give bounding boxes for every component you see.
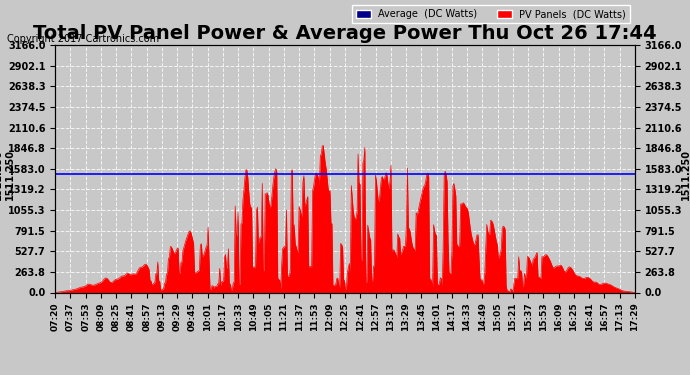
- Text: 1511.250: 1511.250: [5, 149, 14, 200]
- Text: 1511.250: 1511.250: [0, 149, 3, 200]
- Text: 1511.250: 1511.250: [681, 149, 690, 200]
- Title: Total PV Panel Power & Average Power Thu Oct 26 17:44: Total PV Panel Power & Average Power Thu…: [33, 24, 657, 44]
- Text: Copyright 2017 Cartronics.com: Copyright 2017 Cartronics.com: [7, 34, 159, 44]
- Legend: Average  (DC Watts), PV Panels  (DC Watts): Average (DC Watts), PV Panels (DC Watts): [352, 5, 630, 23]
